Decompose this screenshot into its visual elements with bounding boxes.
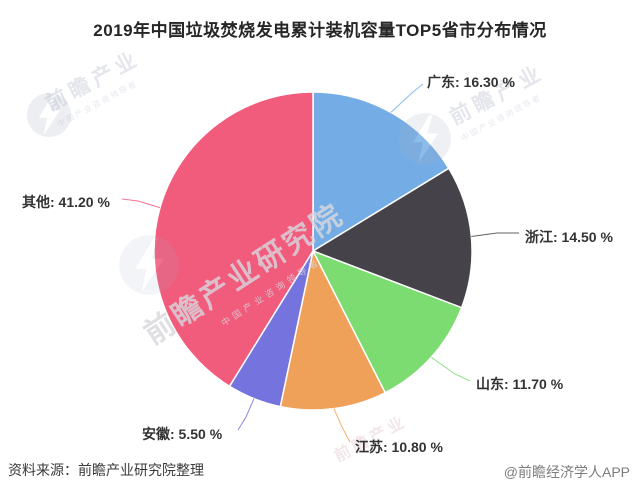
slice-label-jiangsu: 江苏: 10.80 % xyxy=(355,439,443,455)
leader-line-shandong xyxy=(431,356,471,382)
slice-label-others: 其他: 41.20 % xyxy=(22,194,110,210)
slice-label-guangdong: 广东: 16.30 % xyxy=(427,74,515,90)
app-credit: @前瞻经济学人APP xyxy=(503,464,630,480)
leader-line-jiangsu xyxy=(333,408,351,443)
slice-label-zhejiang: 浙江: 14.50 % xyxy=(525,229,613,245)
slice-label-shandong: 山东: 11.70 % xyxy=(476,376,564,392)
slice-label-anhui: 安徽: 5.50 % xyxy=(142,426,223,442)
chart-title: 2019年中国垃圾焚烧发电累计装机容量TOP5省市分布情况 xyxy=(93,21,547,40)
pie-slice-others xyxy=(153,91,314,388)
leader-line-anhui xyxy=(237,398,255,431)
leader-line-guangdong xyxy=(390,83,424,113)
pie-slice-jiangsu xyxy=(279,250,386,411)
leader-line-zhejiang xyxy=(471,232,519,237)
leader-line-others xyxy=(121,198,161,209)
source-note: 资料来源：前瞻产业研究院整理 xyxy=(8,462,204,478)
